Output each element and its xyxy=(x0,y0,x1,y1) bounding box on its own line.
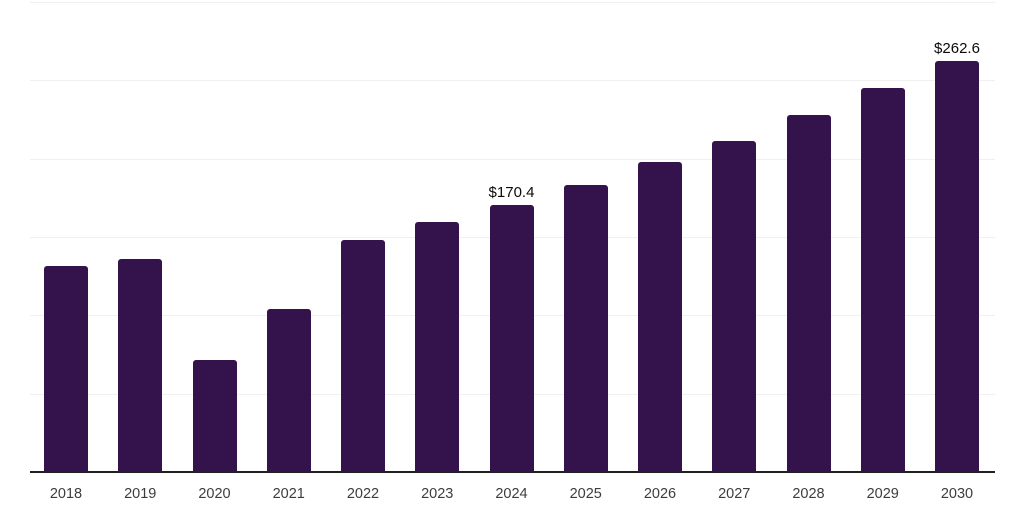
gridline-300 xyxy=(30,2,995,3)
bar-2029 xyxy=(860,88,905,472)
bar-2022 xyxy=(341,240,385,472)
bar-2018 xyxy=(44,265,88,472)
bar-2025 xyxy=(563,184,608,472)
x-tick-label-2018: 2018 xyxy=(49,486,83,502)
bar-2026 xyxy=(638,161,682,472)
x-tick-label-2022: 2022 xyxy=(346,486,380,502)
bar-2024 xyxy=(489,205,534,472)
x-tick-label-2027: 2027 xyxy=(718,486,751,502)
x-tick-label-2028: 2028 xyxy=(792,486,825,502)
bar-2019 xyxy=(118,258,163,472)
x-tick-label-2025: 2025 xyxy=(569,486,602,502)
bar-2030 xyxy=(935,60,979,472)
bar-2028 xyxy=(786,114,831,472)
x-axis-line xyxy=(30,471,995,473)
x-tick-label-2029: 2029 xyxy=(866,486,899,502)
x-tick-label-2021: 2021 xyxy=(272,486,305,502)
x-tick-label-2019: 2019 xyxy=(124,486,157,502)
bar-2027 xyxy=(712,140,757,472)
x-tick-label-2026: 2026 xyxy=(643,486,677,502)
bar-2020 xyxy=(192,359,237,472)
x-tick-label-2023: 2023 xyxy=(421,486,454,502)
x-tick-label-2020: 2020 xyxy=(198,486,231,502)
bar-2023 xyxy=(415,222,460,472)
x-tick-label-2030: 2030 xyxy=(940,486,974,502)
gridline-200 xyxy=(30,158,995,160)
gridline-250 xyxy=(30,80,995,82)
bar-2021 xyxy=(266,309,311,472)
bar-value-label-2030: $262.6 xyxy=(934,39,980,57)
x-tick-label-2024: 2024 xyxy=(495,486,528,502)
bar-value-label-2024: $170.4 xyxy=(488,184,535,202)
